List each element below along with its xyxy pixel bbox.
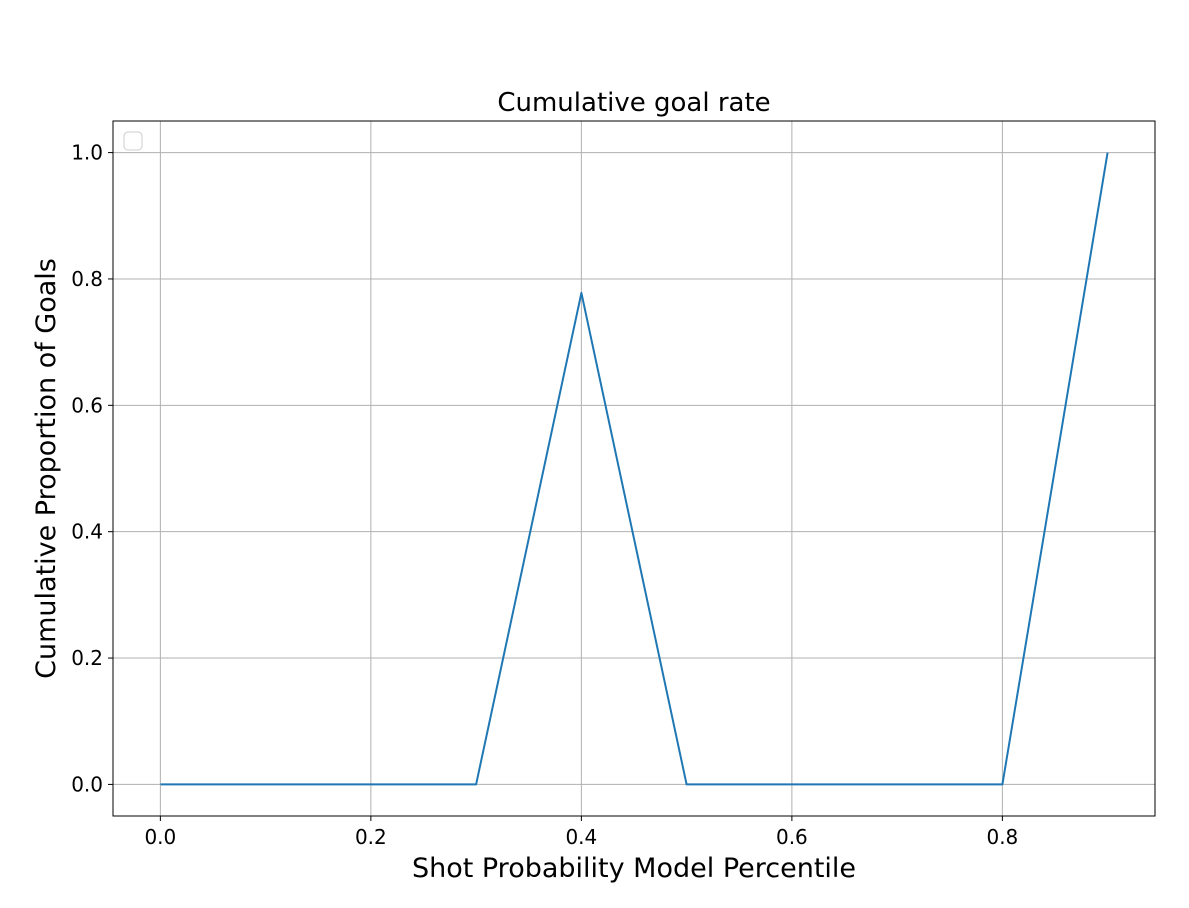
chart-title: Cumulative goal rate <box>497 88 770 118</box>
plot-frame <box>112 120 1156 817</box>
y-tick-label: 0.4 <box>71 520 103 544</box>
y-tick-label: 0.8 <box>71 267 103 291</box>
x-tick-label: 0.2 <box>355 825 387 849</box>
x-axis-label: Shot Probability Model Percentile <box>412 853 856 884</box>
y-tick-label: 0.2 <box>71 646 103 670</box>
y-tick-label: 0.0 <box>71 772 103 796</box>
series-line-0 <box>160 152 1109 786</box>
x-tick-label: 0.4 <box>565 825 597 849</box>
grid-lines <box>113 121 1155 816</box>
y-axis-label: Cumulative Proportion of Goals <box>31 258 62 679</box>
x-tick-label: 0.8 <box>986 825 1018 849</box>
x-tick-label: 0.0 <box>144 825 176 849</box>
ticks: 0.0 0.2 0.4 0.6 0.8 0.0 0.2 0.4 0.6 0.8 1.0 <box>71 141 1018 849</box>
y-tick-label: 0.6 <box>71 393 103 417</box>
legend-box <box>123 131 143 151</box>
x-tick-label: 0.6 <box>776 825 808 849</box>
y-tick-label: 1.0 <box>71 141 103 165</box>
series-layer <box>160 152 1109 786</box>
